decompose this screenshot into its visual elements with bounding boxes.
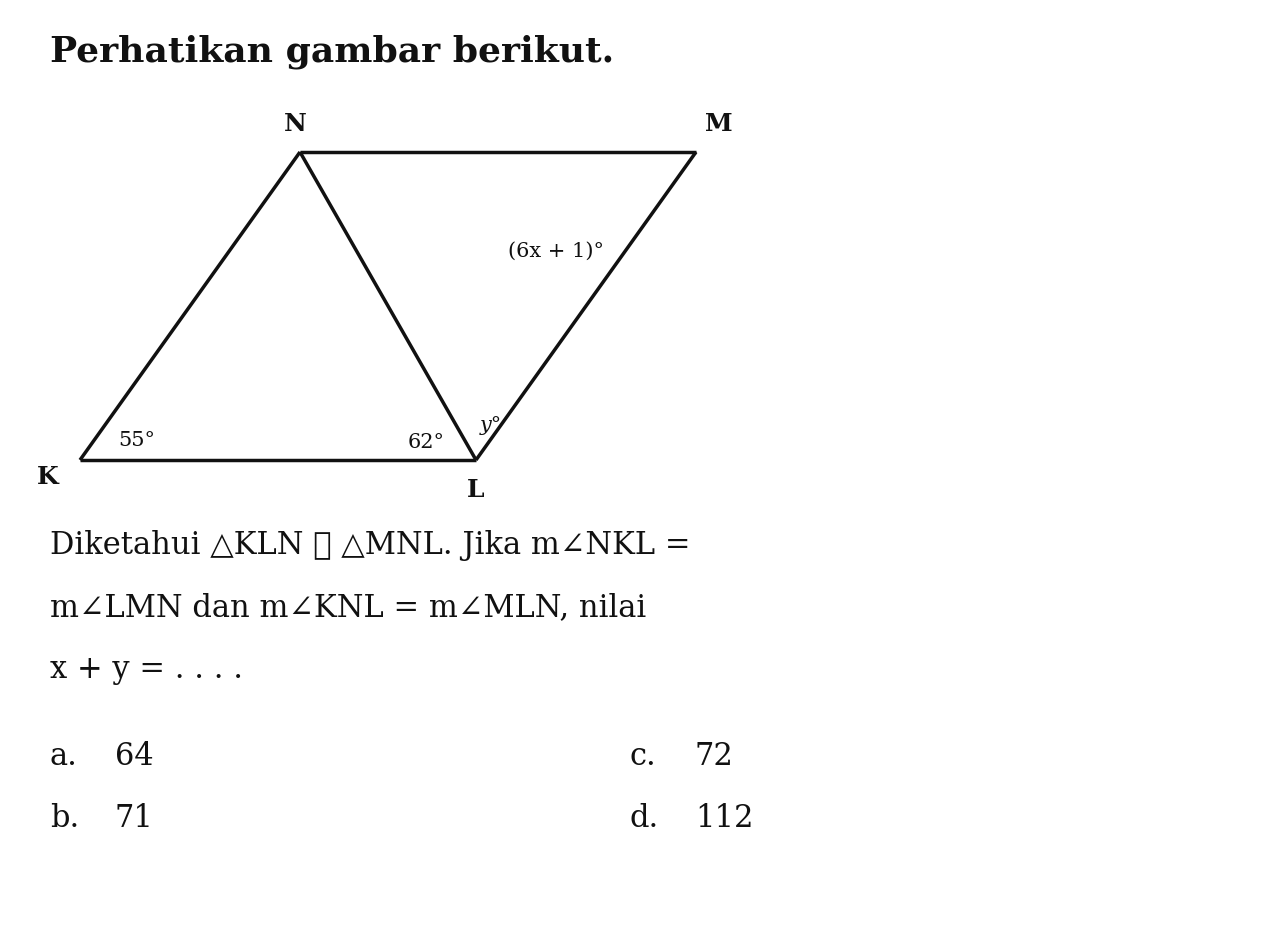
Text: 112: 112 (695, 803, 753, 834)
Text: b.: b. (51, 803, 80, 834)
Text: M: M (705, 112, 733, 135)
Text: m∠LMN dan m∠KNL = m∠MLN, nilai: m∠LMN dan m∠KNL = m∠MLN, nilai (51, 592, 646, 623)
Text: 55°: 55° (118, 431, 155, 450)
Text: L: L (468, 478, 485, 502)
Text: c.: c. (629, 741, 657, 772)
Text: K: K (37, 465, 58, 490)
Text: a.: a. (51, 741, 78, 772)
Text: x + y = . . . .: x + y = . . . . (51, 654, 243, 685)
Text: N: N (283, 112, 306, 135)
Text: (6x + 1)°: (6x + 1)° (508, 242, 604, 260)
Text: Perhatikan gambar berikut.: Perhatikan gambar berikut. (51, 35, 614, 70)
Text: d.: d. (629, 803, 660, 834)
Text: 62°: 62° (408, 433, 445, 452)
Text: 71: 71 (115, 803, 154, 834)
Text: y°: y° (480, 416, 502, 435)
Text: 64: 64 (115, 741, 154, 772)
Text: Diketahui △KLN ≅ △MNL. Jika m∠NKL =: Diketahui △KLN ≅ △MNL. Jika m∠NKL = (51, 530, 690, 561)
Text: 72: 72 (695, 741, 734, 772)
